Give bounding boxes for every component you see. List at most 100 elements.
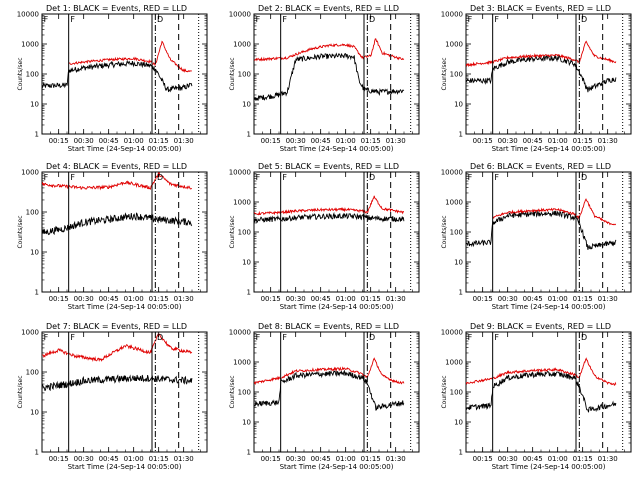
x-tick-label: 01:15 xyxy=(573,137,593,145)
panel-title: Det 7: BLACK = Events, RED = LLD xyxy=(46,322,187,331)
y-axis-label: Counts/sec xyxy=(441,215,448,248)
y-axis-label: Counts/sec xyxy=(17,215,24,248)
x-axis-label: Start Time (24-Sep-14 00:05:00) xyxy=(492,463,606,471)
plot-frame xyxy=(253,13,420,135)
y-tick-label: 100 xyxy=(450,71,463,79)
x-tick-label: 00:15 xyxy=(49,137,69,145)
y-tick-label: 1 xyxy=(459,449,463,457)
x-tick-label: 01:00 xyxy=(336,137,356,145)
y-axis-label: Counts/sec xyxy=(441,57,448,90)
y-tick-label: 10000 xyxy=(229,11,251,19)
y-tick-label: 10 xyxy=(454,419,463,427)
panel-title: Det 8: BLACK = Events, RED = LLD xyxy=(258,322,399,331)
x-tick-label: 00:30 xyxy=(286,455,306,463)
x-axis-label: Start Time (24-Sep-14 00:05:00) xyxy=(68,303,182,311)
x-tick-label: 01:30 xyxy=(386,137,406,145)
line-marker-label: F xyxy=(494,333,499,342)
y-tick-label: 1 xyxy=(247,131,251,139)
line-marker-label: F xyxy=(256,15,261,24)
series-line-lld xyxy=(254,357,405,386)
line-marker-label: F xyxy=(494,15,499,24)
plot-frame xyxy=(465,13,632,135)
line-marker-label: F xyxy=(44,333,49,342)
y-tick-label: 1 xyxy=(247,449,251,457)
series-line-events xyxy=(466,209,617,250)
y-tick-label: 1 xyxy=(247,289,251,297)
y-tick-label: 1000 xyxy=(445,199,463,207)
x-tick-label: 00:15 xyxy=(261,295,281,303)
x-tick-label: 01:15 xyxy=(573,295,593,303)
series-line-events xyxy=(42,59,193,93)
x-tick-label: 00:15 xyxy=(261,137,281,145)
x-tick-label: 01:15 xyxy=(573,455,593,463)
detector-panel-3: Det 3: BLACK = Events, RED = LLD 1 10 100 10… xyxy=(441,4,632,153)
x-tick-label: 01:00 xyxy=(548,137,568,145)
x-tick-label: 01:30 xyxy=(598,295,618,303)
line-marker-label: F xyxy=(44,15,49,24)
panel-title: Det 5: BLACK = Events, RED = LLD xyxy=(258,162,399,171)
y-tick-label: 1 xyxy=(35,131,39,139)
x-tick-label: 01:15 xyxy=(149,137,169,145)
x-tick-label: 01:00 xyxy=(548,295,568,303)
y-tick-label: 1 xyxy=(459,289,463,297)
line-marker-label: F xyxy=(256,173,261,182)
y-tick-label: 10 xyxy=(242,419,251,427)
y-tick-label: 10000 xyxy=(229,169,251,177)
traces xyxy=(254,38,405,101)
x-tick-label: 00:30 xyxy=(286,137,306,145)
line-marker-label: F xyxy=(256,333,261,342)
plot-frame xyxy=(253,331,420,453)
y-tick-label: 1 xyxy=(35,289,39,297)
y-tick-label: 100 xyxy=(450,389,463,397)
x-tick-label: 00:15 xyxy=(473,295,493,303)
x-tick-label: 00:45 xyxy=(99,295,119,303)
y-tick-label: 10 xyxy=(30,101,39,109)
plot-frame xyxy=(41,331,208,453)
x-tick-label: 01:30 xyxy=(598,137,618,145)
y-tick-label: 10 xyxy=(242,101,251,109)
x-tick-label: 01:00 xyxy=(124,295,144,303)
plot-frame xyxy=(465,171,632,293)
traces xyxy=(42,172,193,236)
detector-panel-2: Det 2: BLACK = Events, RED = LLD 1 10 100 10… xyxy=(229,4,420,153)
detector-panel-8: Det 8: BLACK = Events, RED = LLD 1 10 100 10… xyxy=(229,322,420,471)
x-axis-label: Start Time (24-Sep-14 00:05:00) xyxy=(492,303,606,311)
traces xyxy=(254,357,405,411)
series-line-events xyxy=(42,212,193,236)
series-line-events xyxy=(254,369,405,411)
x-tick-label: 00:30 xyxy=(74,295,94,303)
series-line-lld xyxy=(492,198,617,226)
panel-title: Det 1: BLACK = Events, RED = LLD xyxy=(46,4,187,13)
plot-frame xyxy=(465,331,632,453)
x-tick-label: 01:30 xyxy=(386,295,406,303)
x-axis-label: Start Time (24-Sep-14 00:05:00) xyxy=(280,145,394,153)
x-tick-label: 00:45 xyxy=(99,455,119,463)
x-tick-label: 01:30 xyxy=(174,137,194,145)
x-tick-label: 00:15 xyxy=(473,455,493,463)
series-line-lld xyxy=(466,357,617,386)
series-line-lld xyxy=(68,40,192,73)
line-marker-label: F xyxy=(468,333,473,342)
y-tick-label: 10 xyxy=(242,259,251,267)
line-marker-label: D xyxy=(581,333,587,342)
y-axis-label: Counts/sec xyxy=(229,375,236,408)
panel-title: Det 3: BLACK = Events, RED = LLD xyxy=(470,4,611,13)
x-tick-label: 01:00 xyxy=(124,455,144,463)
y-tick-label: 100 xyxy=(26,71,39,79)
traces xyxy=(466,198,617,250)
x-tick-label: 00:45 xyxy=(311,455,331,463)
y-tick-label: 10000 xyxy=(441,11,463,19)
series-line-lld xyxy=(42,172,192,191)
line-marker-label: F xyxy=(70,333,75,342)
panel-title: Det 9: BLACK = Events, RED = LLD xyxy=(470,322,611,331)
panel-title: Det 4: BLACK = Events, RED = LLD xyxy=(46,162,187,171)
y-tick-label: 10 xyxy=(30,249,39,257)
x-tick-label: 00:45 xyxy=(523,137,543,145)
line-marker-label: F xyxy=(282,333,287,342)
traces xyxy=(466,40,617,93)
y-tick-label: 10000 xyxy=(229,329,251,337)
series-line-lld xyxy=(254,38,405,62)
plot-frame xyxy=(41,171,208,293)
y-axis-label: Counts/sec xyxy=(17,375,24,408)
